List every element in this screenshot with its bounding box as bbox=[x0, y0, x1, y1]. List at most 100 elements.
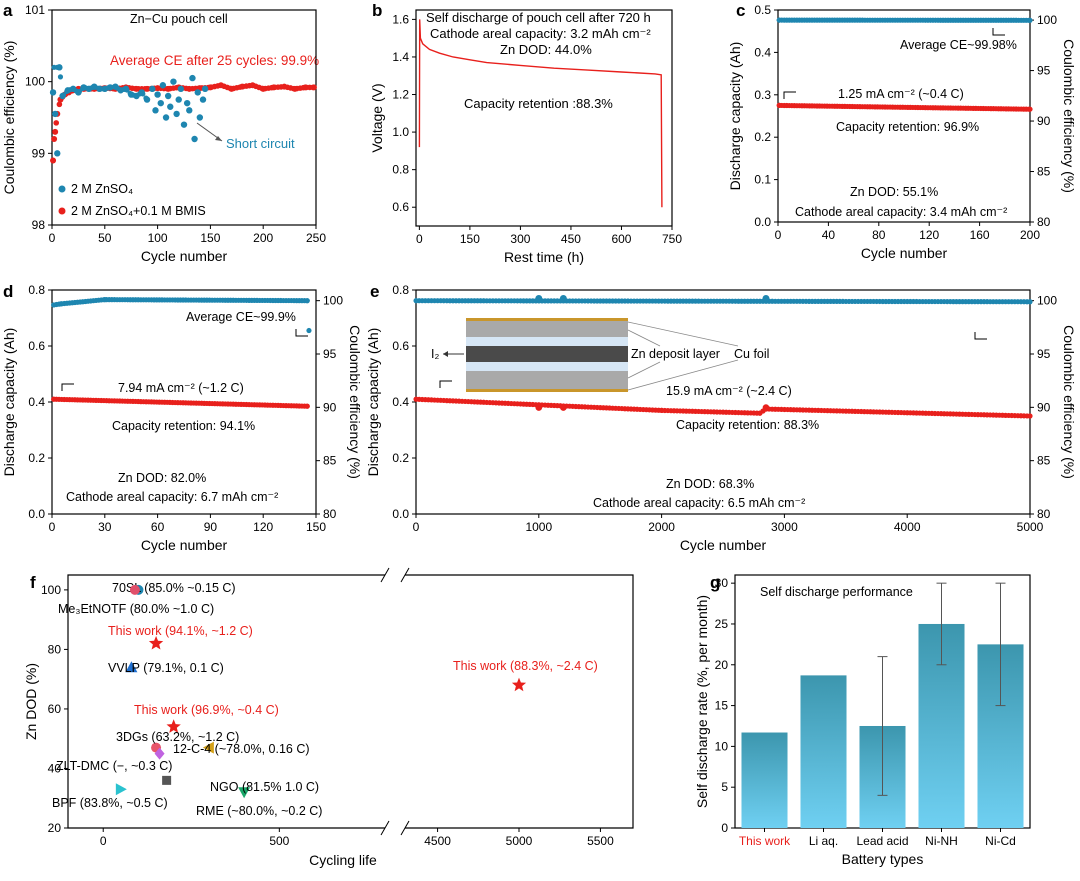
axes-frame-b bbox=[415, 9, 673, 227]
ytick-label-e-0: 0.0 bbox=[392, 507, 409, 521]
series-c-ce-marker-0 bbox=[776, 17, 782, 23]
series-e-ce-spike-2 bbox=[762, 295, 770, 303]
panel-a-title: Zn−Cu pouch cell bbox=[130, 12, 228, 26]
series-a-bmis-marker-22 bbox=[217, 82, 224, 89]
xtick-label-c-0: 0 bbox=[775, 228, 782, 242]
xtick-label-b-4: 600 bbox=[611, 232, 631, 246]
series-e-capacity-marker-0 bbox=[413, 396, 419, 402]
series-a-znso4-marker-32 bbox=[177, 85, 185, 93]
scatter-f-label-8: ZLT-DMC (−, ~0.3 C) bbox=[56, 759, 172, 773]
xaxis-label-d: Cycle number bbox=[141, 537, 228, 553]
series-a-znso4-marker-35 bbox=[186, 107, 193, 114]
scatter-f-label-4: This work (96.9%, ~0.4 C) bbox=[134, 703, 279, 717]
axis-break-mark-r-0 bbox=[400, 567, 410, 583]
category-label-g-0: This work bbox=[739, 834, 791, 848]
ytick-label-e-2: 0.4 bbox=[392, 395, 409, 409]
bar-g-1 bbox=[800, 675, 847, 828]
series-a-ce-bmis-point bbox=[53, 120, 60, 126]
series-a-bmis-marker-21 bbox=[207, 84, 214, 91]
xtick-label-c-2: 80 bbox=[872, 228, 886, 242]
ytick-label-f-4: 100 bbox=[41, 583, 61, 597]
xtick-label-e-2: 2000 bbox=[648, 520, 675, 534]
panel-e: e 15.9 mA cm⁻² (~2.4 C) Capacity retenti… bbox=[370, 282, 987, 510]
panel-d-note-4: Cathode areal capacity: 6.7 mAh cm⁻² bbox=[66, 490, 278, 504]
scatter-f-label-11: RME (~80.0%, ~0.2 C) bbox=[196, 804, 322, 818]
legend-a-text-0: 2 M ZnSO₄ bbox=[71, 182, 133, 196]
ytick-label-c-1: 0.1 bbox=[754, 173, 771, 187]
scatter-f-label-9: BPF (83.8%, ~0.5 C) bbox=[52, 796, 168, 810]
series-d-ce-outlier bbox=[306, 327, 312, 334]
series-a-bmis-marker-15 bbox=[144, 85, 151, 92]
series-a-znso4-marker-2 bbox=[54, 150, 61, 157]
xtick-label-f-2: 4500 bbox=[424, 834, 451, 848]
y2tick-label-d-0: 80 bbox=[323, 507, 337, 521]
xtick-label-e-3: 3000 bbox=[771, 520, 798, 534]
series-d-ce-marker-2 bbox=[102, 297, 108, 303]
y2tick-label-d-4: 100 bbox=[323, 294, 343, 308]
series-d-capacity-marker-0 bbox=[51, 396, 57, 402]
scatter-f-label-6: 12-C-4 (~78.0%, 0.16 C) bbox=[173, 742, 310, 756]
inset-layer-light-top bbox=[466, 337, 628, 346]
xtick-label-e-4: 4000 bbox=[894, 520, 921, 534]
series-a-znso4-marker-37 bbox=[191, 135, 198, 143]
series-a-znso4-point bbox=[57, 74, 64, 80]
yaxis-label-d: Discharge capacity (Ah) bbox=[1, 328, 17, 477]
panel-letter-b: b bbox=[372, 1, 382, 20]
scatter-f-marker-1 bbox=[129, 584, 140, 595]
series-a-bmis-marker-2 bbox=[52, 128, 59, 135]
panel-c-note-1: 1.25 mA cm⁻² (~0.4 C) bbox=[838, 87, 964, 101]
category-label-g-4: Ni-Cd bbox=[985, 834, 1016, 848]
ytick-label-g-6: 30 bbox=[715, 576, 729, 590]
ytick-label-e-3: 0.6 bbox=[392, 339, 409, 353]
series-a-znso4-marker-28 bbox=[167, 103, 174, 110]
ytick-label-d-4: 0.8 bbox=[28, 283, 45, 297]
inset-layer-gray-bottom bbox=[466, 371, 628, 389]
xtick-label-e-0: 0 bbox=[413, 520, 420, 534]
panel-d-note-3: Zn DOD: 82.0% bbox=[118, 471, 206, 485]
xaxis-label-f: Cycling life bbox=[309, 852, 377, 868]
panel-e-right-axis-arrow bbox=[974, 332, 987, 340]
y2tick-label-e-0: 80 bbox=[1037, 507, 1051, 521]
ytick-label-a-3: 101 bbox=[25, 3, 45, 17]
series-a-bmis-marker-17 bbox=[165, 85, 172, 92]
panel-f: f bbox=[30, 573, 36, 592]
panel-e-left-axis-arrow bbox=[439, 380, 452, 388]
scatter-f-label-1: Me₃EtNOTF (80.0% ~1.0 C) bbox=[58, 602, 214, 616]
scatter-f-label-5: 3DGs (63.2%, ~1.2 C) bbox=[116, 730, 239, 744]
xtick-label-f-3: 5000 bbox=[506, 834, 533, 848]
xtick-label-d-4: 120 bbox=[253, 520, 273, 534]
panel-e-note-3: Cathode areal capacity: 6.5 mAh cm⁻² bbox=[593, 496, 805, 510]
ytick-label-g-4: 20 bbox=[715, 658, 729, 672]
ytick-label-g-0: 0 bbox=[721, 821, 728, 835]
series-a-znso4-marker-40 bbox=[199, 96, 207, 103]
xtick-label-d-5: 150 bbox=[306, 520, 326, 534]
panel-c: c Average CE~99.98% 1.25 mA cm⁻² (~0.4 C… bbox=[736, 1, 1017, 219]
xtick-label-d-1: 30 bbox=[98, 520, 112, 534]
series-a-znso4-marker-39 bbox=[196, 114, 204, 121]
series-a-znso4-marker-31 bbox=[175, 96, 182, 103]
panel-d-left-axis-arrow bbox=[61, 383, 74, 391]
yaxis-label-e: Discharge capacity (Ah) bbox=[365, 328, 381, 477]
ytick-label-f-0: 20 bbox=[48, 821, 62, 835]
panel-d: d Average CE~99.9% 7.94 mA cm⁻² (~1.2 C)… bbox=[3, 282, 308, 504]
ytick-label-g-1: 5 bbox=[721, 780, 728, 794]
axes-frame-c bbox=[777, 9, 1031, 223]
panel-b-note-1: Cathode areal capacity: 3.2 mAh cm⁻² bbox=[430, 26, 651, 41]
series-d-ce-marker-0 bbox=[51, 302, 57, 308]
series-a-znso4-marker-21 bbox=[149, 85, 156, 93]
panel-b-note-0: Self discharge of pouch cell after 720 h bbox=[426, 10, 651, 25]
yaxis-label-a: Coulombic efficiency (%) bbox=[1, 41, 17, 195]
series-a-znso4-marker-38 bbox=[194, 89, 201, 96]
panel-letter-f: f bbox=[30, 573, 36, 592]
ytick-label-e-4: 0.8 bbox=[392, 283, 409, 297]
scatter-f-marker-9 bbox=[115, 783, 127, 796]
xtick-label-a-4: 200 bbox=[253, 231, 273, 245]
xtick-label-f-4: 5500 bbox=[587, 834, 614, 848]
yaxis-label-c: Discharge capacity (Ah) bbox=[727, 42, 743, 191]
scatter-f-marker-2 bbox=[148, 636, 164, 650]
panel-a-annotation-ce: Average CE after 25 cycles: 99.9% bbox=[110, 53, 319, 68]
series-c-capacity-marker-1 bbox=[1027, 106, 1033, 112]
series-a-bmis-marker-31 bbox=[310, 84, 317, 91]
ytick-label-g-3: 15 bbox=[715, 699, 729, 713]
